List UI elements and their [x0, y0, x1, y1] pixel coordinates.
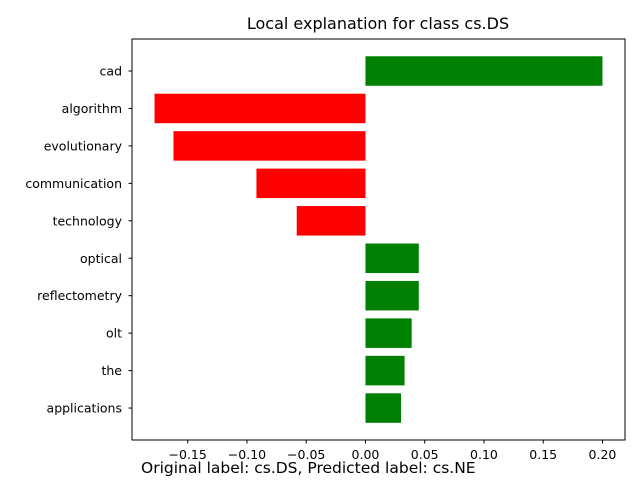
y-tick-label: cad [100, 64, 122, 79]
x-tick-label: 0.20 [589, 447, 617, 462]
y-tick-label: optical [80, 251, 122, 266]
y-tick-label: reflectometry [37, 288, 122, 303]
x-tick-label: 0.15 [529, 447, 557, 462]
x-tick-label: 0.10 [470, 447, 498, 462]
x-tick-label: 0.05 [411, 447, 439, 462]
x-tick-label: −0.15 [169, 447, 207, 462]
x-tick-label: 0.00 [352, 447, 380, 462]
y-tick-label: evolutionary [44, 138, 123, 153]
chart-title: Local explanation for class cs.DS [247, 14, 509, 33]
bar-evolutionary [173, 131, 366, 161]
bar-applications [365, 393, 402, 423]
plot-area-frame [131, 38, 626, 441]
bar-technology [296, 206, 366, 236]
bar-olt [365, 318, 412, 348]
bar-reflectometry [365, 280, 419, 311]
bar-the [365, 355, 405, 386]
bar-optical [365, 243, 419, 273]
x-axis-ticks: −0.15 −0.10 −0.05 0.00 0.05 0.10 0.15 0.20 [169, 440, 617, 462]
bar-cad [365, 56, 603, 86]
y-tick-label: olt [106, 326, 122, 341]
bars-group [154, 56, 603, 423]
x-tick-label: −0.10 [228, 447, 266, 462]
y-tick-label: communication [25, 176, 122, 191]
y-tick-label: algorithm [62, 101, 122, 116]
y-tick-label: applications [47, 401, 122, 416]
bar-algorithm [154, 93, 366, 124]
bar-communication [256, 168, 366, 199]
y-tick-labels: cad algorithm evolutionary communication tec… [25, 64, 132, 416]
y-tick-label: technology [53, 213, 123, 228]
y-tick-label: the [101, 363, 122, 378]
x-tick-label: −0.05 [287, 447, 325, 462]
prediction-caption: Original label: cs.DS, Predicted label: … [141, 459, 476, 477]
